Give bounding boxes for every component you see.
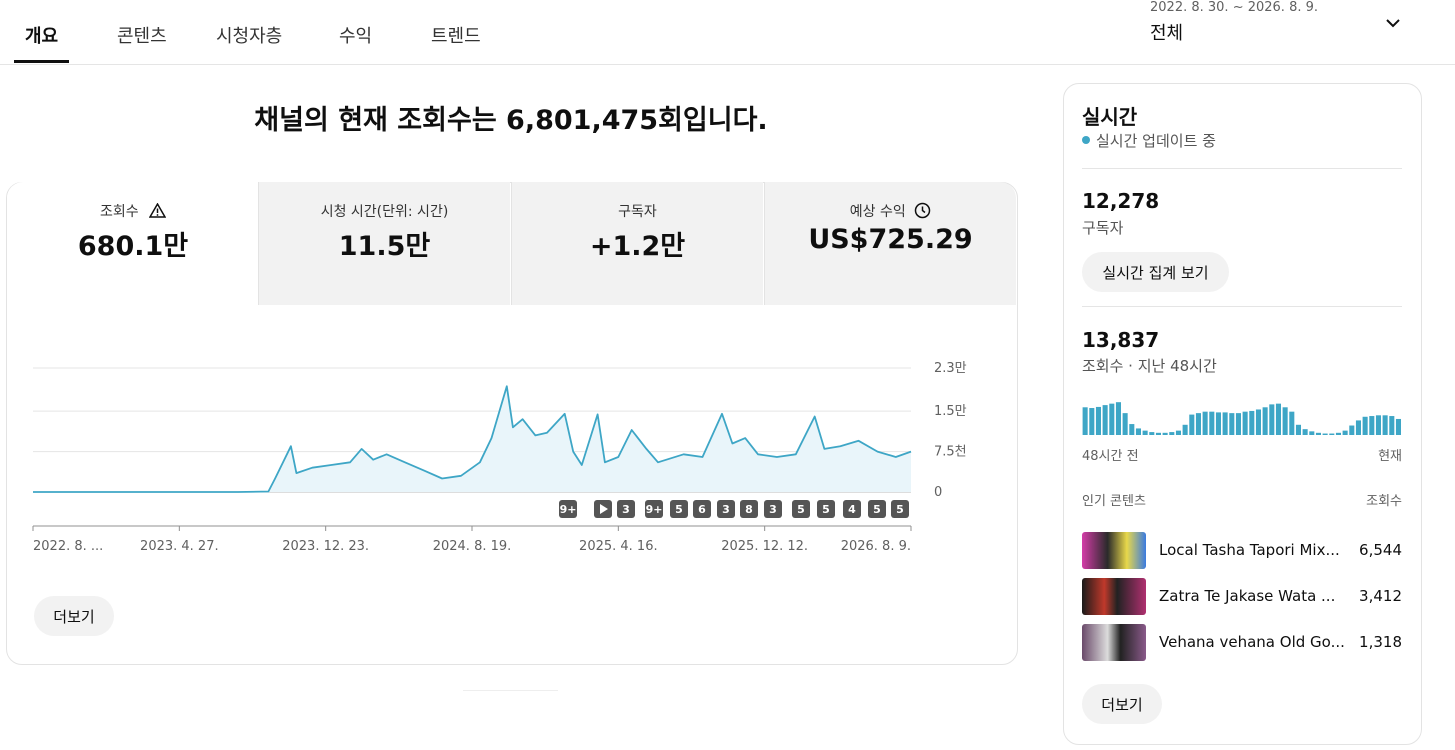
metric-tab[interactable]: 시청 시간(단위: 시간) 11.5만 [258, 182, 510, 305]
metric-value: 680.1만 [77, 231, 189, 262]
metric-value: 11.5만 [338, 231, 431, 262]
thumbnail[interactable] [1082, 532, 1146, 569]
start-label: 48시간 전 [1082, 449, 1139, 464]
tab[interactable]: 시청자층 [216, 26, 283, 47]
metric-label: 시청 시간(단위: 시간) [320, 204, 449, 220]
tab-underline [14, 60, 69, 63]
metric-label-text: 조회수 [99, 204, 139, 220]
headline: 채널의 현재 조회수는 6,801,475회입니다. [254, 105, 768, 136]
content-title[interactable]: Local Tasha Tapori Mix... [1159, 541, 1340, 559]
divider [1082, 306, 1402, 307]
thumbnail[interactable] [1082, 578, 1146, 615]
top-views-header: 조회수 [1366, 494, 1402, 509]
live-count-button[interactable]: 실시간 집계 보기 [1082, 252, 1229, 292]
tab[interactable]: 트렌드 [431, 26, 481, 47]
more-button[interactable]: 더보기 [34, 596, 114, 636]
subscriber-count: 12,278 [1082, 189, 1160, 213]
content-views: 6,544 [1359, 541, 1402, 559]
warning-icon [148, 202, 167, 218]
content-views: 3,412 [1359, 587, 1402, 605]
date-period: 2022. 8. 30. ~ 2026. 8. 9. [1150, 0, 1319, 15]
scroll-indicator [463, 690, 558, 691]
content-views: 1,318 [1359, 633, 1402, 651]
tab[interactable]: 콘텐츠 [117, 26, 167, 47]
view-label: 조회수 · 지난 48시간 [1082, 357, 1217, 375]
subscriber-label: 구독자 [1082, 219, 1124, 237]
top-content-header: 인기 콘텐츠 [1082, 494, 1146, 509]
more-button[interactable]: 더보기 [1082, 684, 1162, 724]
clock-icon [914, 202, 931, 219]
metric-value: +1.2만 [589, 231, 686, 262]
metric-label: 예상 수익 [765, 201, 1016, 221]
metric-label: 구독자 [618, 204, 657, 220]
end-label: 현재 [1378, 449, 1402, 464]
metric-tab[interactable]: 조회수 680.1만 [7, 182, 259, 305]
divider [1082, 168, 1402, 169]
metric-label: 조회수 [7, 201, 259, 221]
metric-value: US$725.29 [808, 224, 973, 255]
divider [0, 64, 1455, 65]
metric-tab[interactable]: 예상 수익 US$725.29 [764, 182, 1016, 305]
metric-label-text: 예상 수익 [849, 204, 906, 220]
tab[interactable]: 수익 [339, 26, 373, 47]
content-title[interactable]: Vehana vehana Old Go... [1159, 633, 1345, 651]
view-count: 13,837 [1082, 328, 1160, 352]
live-dot [1082, 136, 1090, 144]
realtime-title: 실시간 [1082, 105, 1138, 129]
metric-tab[interactable]: 구독자 +1.2만 [511, 182, 763, 305]
thumbnail[interactable] [1082, 624, 1146, 661]
realtime-status: 실시간 업데이트 중 [1096, 132, 1216, 150]
tab[interactable]: 개요 [25, 26, 59, 47]
date-label: 전체 [1150, 23, 1184, 44]
chevron-icon [1386, 19, 1400, 28]
content-title[interactable]: Zatra Te Jakase Wata ... [1159, 587, 1336, 605]
